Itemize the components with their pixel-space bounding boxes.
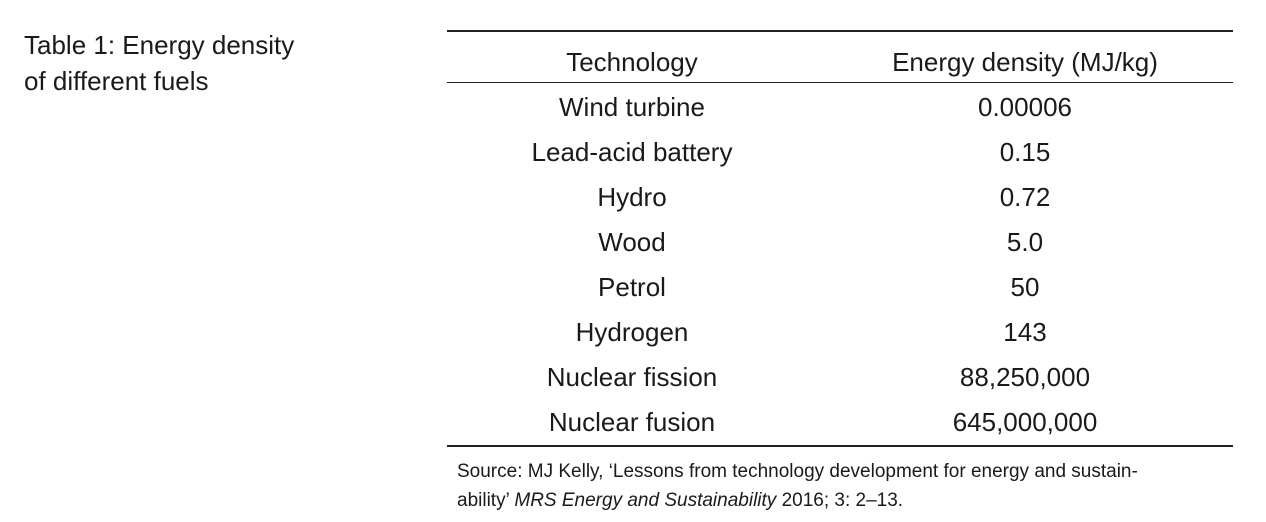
cell-technology: Nuclear fission [546, 362, 718, 392]
table-row: Hydrogen 143 [447, 310, 1233, 355]
cell-energy-density: 0.72 [999, 182, 1051, 212]
table-bottom-rule [447, 445, 1233, 447]
table-row: Nuclear fusion 645,000,000 [447, 400, 1233, 445]
header-technology: Technology [566, 47, 698, 77]
cell-technology: Wind turbine [559, 92, 705, 122]
cell-energy-density: 645,000,000 [952, 407, 1098, 437]
cell-technology: Wood [598, 227, 666, 257]
table-row: Wind turbine 0.00006 [447, 85, 1233, 130]
cell-technology: Hydrogen [575, 317, 689, 347]
cell-technology: Lead-acid battery [531, 137, 733, 167]
cell-energy-density: 0.15 [999, 137, 1051, 167]
cell-energy-density: 0.00006 [978, 92, 1072, 122]
source-prefix: Source: MJ Kelly, ‘Lessons from technolo… [457, 461, 1138, 482]
table-row: Wood 5.0 [447, 220, 1233, 265]
cell-energy-density: 88,250,000 [959, 362, 1091, 392]
table-row: Petrol 50 [447, 265, 1233, 310]
source-note: Source: MJ Kelly, ‘Lessons from technolo… [457, 457, 1237, 515]
cell-energy-density: 5.0 [1006, 227, 1044, 257]
cell-technology: Hydro [597, 182, 667, 212]
table-body: Wind turbine 0.00006 Lead-acid battery 0… [447, 83, 1233, 445]
cell-energy-density: 143 [1003, 317, 1047, 347]
table-row: Lead-acid battery 0.15 [447, 130, 1233, 175]
energy-density-table: Technology Energy density (MJ/kg) Wind t… [447, 30, 1233, 447]
source-suffix: 2016; 3: 2–13. [776, 490, 904, 511]
header-energy-density: Energy density (MJ/kg) [892, 47, 1158, 77]
caption-line-1: Table 1: Energy density [24, 30, 295, 60]
source-journal: MRS Energy and Sustainability [514, 490, 777, 511]
cell-technology: Nuclear fusion [548, 407, 716, 437]
table-caption: Table 1: Energy density of different fue… [24, 27, 344, 99]
table-header-row: Technology Energy density (MJ/kg) [447, 32, 1233, 82]
table-row: Hydro 0.72 [447, 175, 1233, 220]
table-header-rule [447, 82, 1233, 83]
table-top-rule [447, 30, 1233, 32]
cell-technology: Petrol [598, 272, 666, 302]
caption-line-2: of different fuels [24, 66, 209, 96]
table-row: Nuclear fission 88,250,000 [447, 355, 1233, 400]
cell-energy-density: 50 [1010, 272, 1040, 302]
source-line2-start: ability’ [457, 490, 515, 511]
